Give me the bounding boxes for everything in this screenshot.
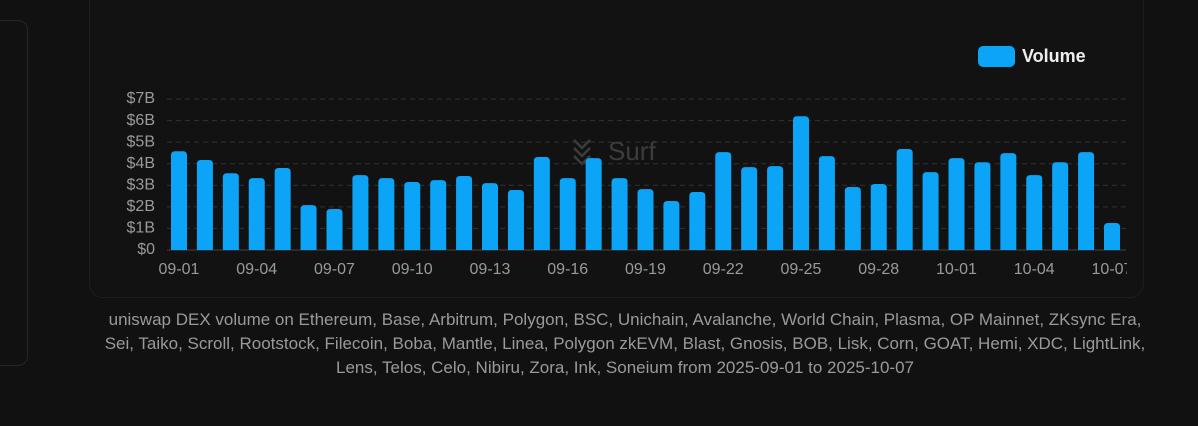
bar <box>222 173 239 250</box>
bar <box>585 158 602 250</box>
bar <box>171 151 187 250</box>
bar <box>818 156 835 250</box>
bar <box>300 205 317 250</box>
y-tick-label: $0 <box>137 241 155 258</box>
x-labels: 09-01 09-04 09-07 09-10 09-13 09-16 09-19 09-22… <box>159 261 1133 278</box>
bar <box>870 183 887 250</box>
bar <box>326 209 343 250</box>
bar <box>352 175 369 250</box>
x-tick-label: 09-28 <box>858 261 899 278</box>
x-tick-label: 09-01 <box>159 261 200 278</box>
y-tick-label: $2B <box>127 198 155 215</box>
bar <box>507 190 524 250</box>
x-tick-label: 09-07 <box>314 261 355 278</box>
y-tick-label: $6B <box>127 112 155 129</box>
x-tick-label: 09-22 <box>703 261 744 278</box>
x-tick-label: 09-19 <box>625 261 666 278</box>
x-tick-label: 10-04 <box>1014 261 1055 278</box>
bar <box>922 172 939 250</box>
bar <box>767 166 784 250</box>
legend: Volume <box>978 46 1086 67</box>
bar <box>248 178 265 250</box>
y-tick-label: $5B <box>127 133 155 150</box>
bar <box>196 160 213 250</box>
legend-label: Volume <box>1022 46 1086 66</box>
bar <box>1078 152 1095 250</box>
bar <box>482 183 498 250</box>
y-tick-label: $3B <box>127 177 155 194</box>
x-tick-label: 09-13 <box>470 261 511 278</box>
bar <box>1104 223 1120 250</box>
bar <box>1052 162 1069 250</box>
bar <box>1000 153 1017 250</box>
bar <box>948 158 965 250</box>
y-tick-label: $1B <box>127 220 155 237</box>
bar <box>456 176 473 250</box>
bar <box>378 178 395 250</box>
x-tick-label: 09-16 <box>547 261 588 278</box>
y-tick-label: $7B <box>127 90 155 107</box>
caption: uniswap DEX volume on Ethereum, Base, Ar… <box>104 310 1146 377</box>
watermark: Surf <box>608 136 656 166</box>
y-tick-label: $4B <box>127 155 155 172</box>
bar <box>274 168 291 250</box>
x-tick-label: 10-01 <box>936 261 977 278</box>
x-tick-label: 09-10 <box>392 261 433 278</box>
bar <box>404 182 421 250</box>
legend-swatch <box>978 46 1015 67</box>
bar <box>715 152 732 250</box>
bar <box>533 157 550 250</box>
bar <box>844 187 861 250</box>
bar <box>1026 175 1043 250</box>
x-tick-label: 09-25 <box>781 261 822 278</box>
bar <box>896 149 913 250</box>
side-panel <box>0 20 28 366</box>
bar <box>430 180 447 250</box>
bar <box>793 116 809 250</box>
bar <box>559 178 576 250</box>
x-tick-label: 10-07 <box>1092 261 1133 278</box>
bar <box>637 189 654 250</box>
x-tick-label: 09-04 <box>236 261 277 278</box>
watermark-group: Surf <box>573 136 656 166</box>
bar <box>663 201 680 250</box>
bar <box>974 162 991 250</box>
bar <box>689 191 706 250</box>
bar <box>611 178 628 250</box>
bar <box>741 167 758 250</box>
chart: Surf Volume $0 $1B $2B $3B $4B $5B $6B $7B 09-01… <box>127 46 1133 278</box>
